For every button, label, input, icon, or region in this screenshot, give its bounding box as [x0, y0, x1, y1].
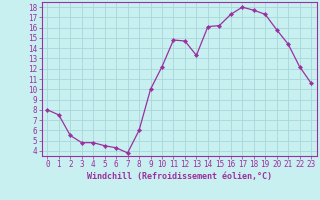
X-axis label: Windchill (Refroidissement éolien,°C): Windchill (Refroidissement éolien,°C) [87, 172, 272, 181]
